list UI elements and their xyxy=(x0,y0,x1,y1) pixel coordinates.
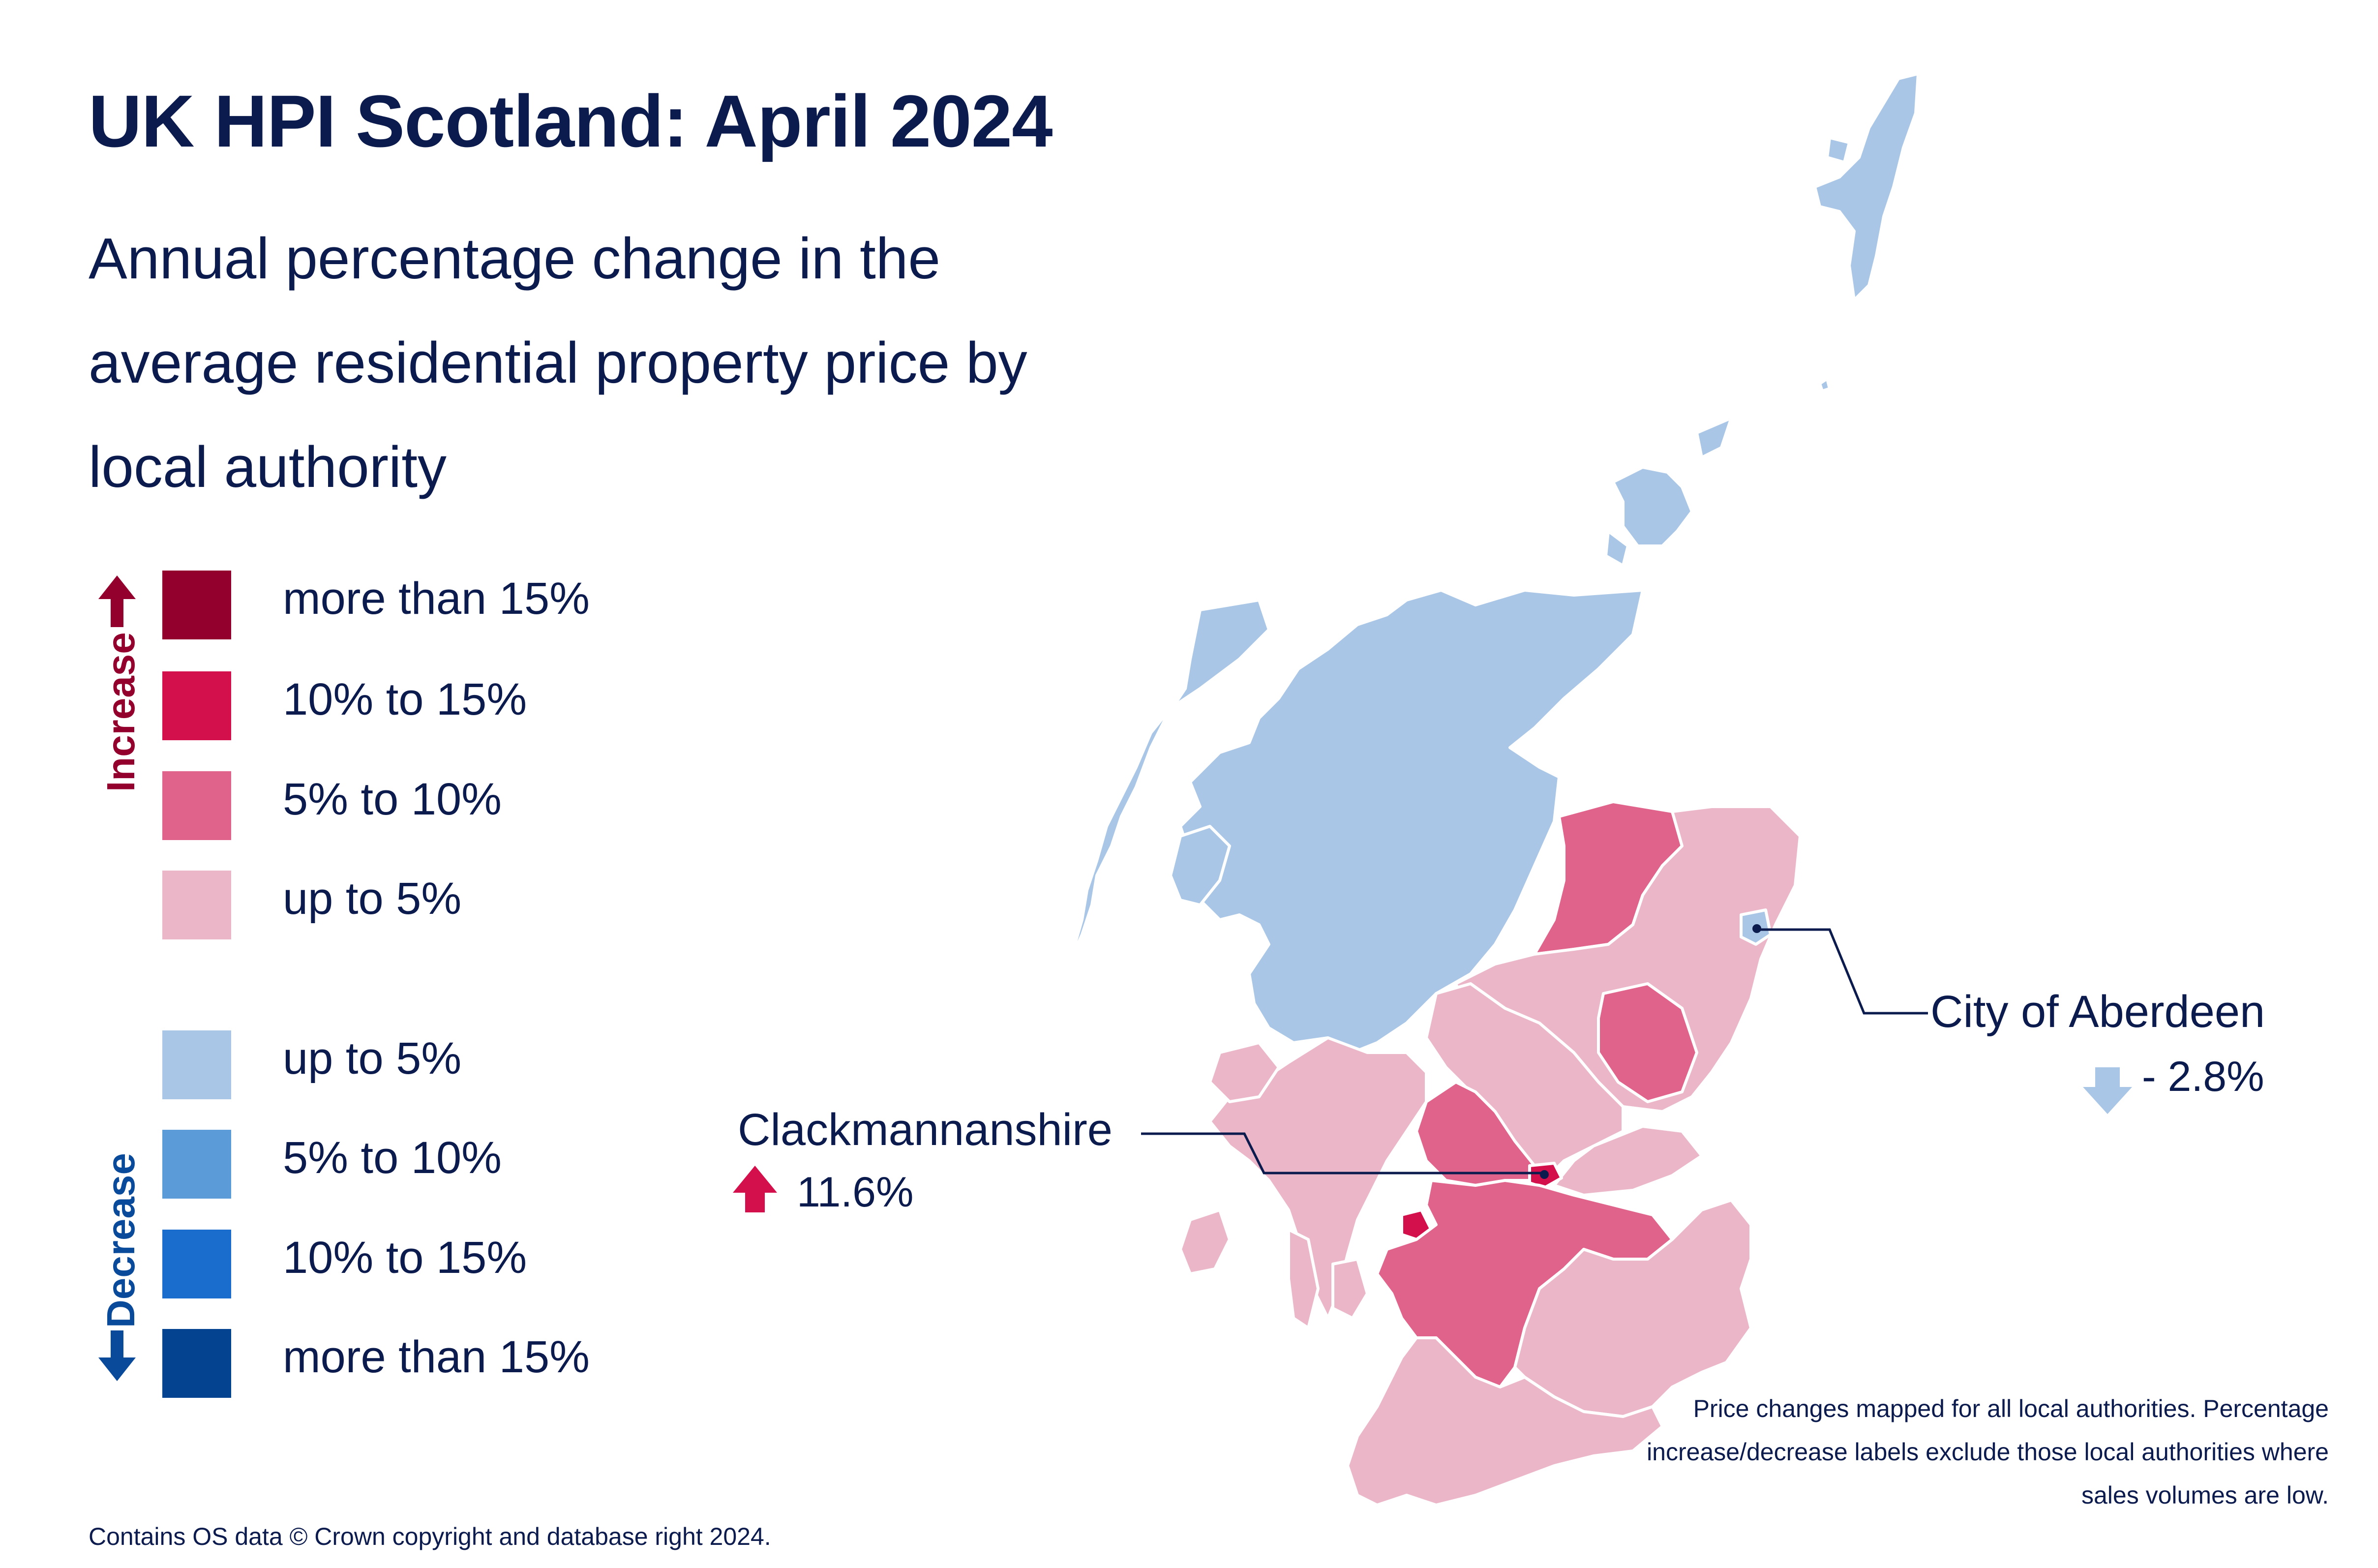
region-dumfries-galloway xyxy=(1346,1336,1664,1507)
arrow-up-icon xyxy=(98,575,136,599)
legend-swatch-inc-4 xyxy=(162,871,231,939)
clackmannanshire-callout-value: 11.6% xyxy=(797,1169,914,1216)
page-title: UK HPI Scotland: April 2024 xyxy=(89,80,1053,162)
page-subtitle: Annual percentage change in the average … xyxy=(89,226,1027,500)
region-mull xyxy=(1208,1041,1280,1103)
region-arran xyxy=(1331,1258,1369,1320)
aberdeen-callout-name: City of Aberdeen xyxy=(1930,987,2265,1037)
legend-swatch-inc-1 xyxy=(162,571,231,639)
copyright-footer: Contains OS data © Crown copyright and d… xyxy=(89,1523,771,1550)
region-skye xyxy=(1169,825,1231,906)
arrow-up-stem xyxy=(111,598,123,627)
aberdeen-leader-line xyxy=(1758,928,1928,1015)
region-shetland-isle xyxy=(1826,136,1851,164)
legend-label-inc-2: 10% to 15% xyxy=(283,674,527,724)
legend-label-dec-2: 5% to 10% xyxy=(283,1133,502,1183)
region-borders xyxy=(1513,1199,1752,1418)
region-argyll xyxy=(1208,1036,1428,1320)
legend-swatch-inc-2 xyxy=(162,671,231,740)
map-note: Price changes mapped for all local autho… xyxy=(1647,1395,2329,1509)
region-angus xyxy=(1597,982,1698,1103)
legend-label-inc-3: 5% to 10% xyxy=(283,774,502,824)
region-western-isles xyxy=(1061,599,1270,980)
region-islay xyxy=(1179,1208,1231,1275)
legend-label-inc-1: more than 15% xyxy=(283,573,590,624)
legend-label-dec-4: more than 15% xyxy=(283,1332,590,1382)
arrow-down-icon xyxy=(98,1357,136,1381)
region-kintyre xyxy=(1287,1228,1320,1329)
region-fife xyxy=(1553,1125,1703,1197)
legend-label-dec-3: 10% to 15% xyxy=(283,1233,527,1283)
legend-label-dec-1: up to 5% xyxy=(283,1033,462,1084)
arrow-down-stem xyxy=(111,1330,123,1360)
region-orkney-isle xyxy=(1695,417,1733,459)
region-orkney-south xyxy=(1604,530,1629,567)
arrow-up-icon xyxy=(733,1166,777,1212)
clackmannanshire-leader-line xyxy=(1141,1132,1544,1175)
clackmannanshire-marker xyxy=(1540,1170,1549,1179)
region-orkney xyxy=(1612,466,1693,547)
legend-swatch-dec-2 xyxy=(162,1130,231,1199)
legend-swatch-dec-1 xyxy=(162,1030,231,1099)
region-fair-isle xyxy=(1818,377,1831,392)
clackmannanshire-callout-name: Clackmannanshire xyxy=(738,1105,1113,1155)
aberdeen-callout-value: - 2.8% xyxy=(2142,1053,2264,1100)
aberdeen-marker xyxy=(1752,924,1761,933)
legend-swatch-dec-4 xyxy=(162,1329,231,1398)
legend-label-inc-4: up to 5% xyxy=(283,874,462,924)
arrow-down-icon xyxy=(2083,1067,2132,1114)
legend-swatch-dec-3 xyxy=(162,1230,231,1298)
region-highland xyxy=(1179,589,1644,1054)
region-shetland xyxy=(1813,72,1920,302)
legend-swatch-inc-3 xyxy=(162,771,231,840)
